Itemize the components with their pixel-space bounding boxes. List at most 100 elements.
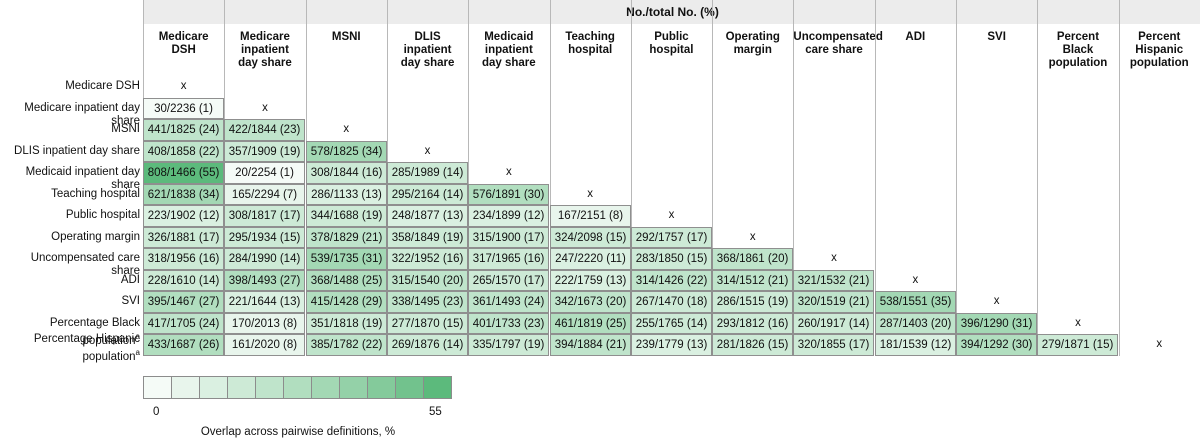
diagonal-mark: x	[1156, 338, 1163, 350]
legend-swatch	[171, 376, 200, 399]
heatmap-cell: 351/1818 (19)	[306, 312, 387, 334]
row-label-text: Percentage Hispanic population	[33, 333, 140, 363]
column-divider	[550, 0, 551, 356]
heatmap-cell: 265/1570 (17)	[468, 269, 549, 291]
row-label-text: Percentage Black population	[49, 316, 140, 347]
footnote-marker: a	[135, 348, 140, 357]
diagonal-mark: x	[912, 273, 919, 286]
heatmap-cell: 287/1403 (20)	[875, 312, 956, 334]
heatmap-cell: 165/2294 (7)	[224, 183, 305, 205]
diagonal-mark: x	[993, 295, 1000, 307]
diagonal-mark: x	[831, 252, 837, 264]
legend-swatch	[255, 376, 284, 399]
column-header: Uncompensated care share	[793, 31, 883, 56]
row-label: Teaching hospital	[0, 188, 140, 201]
row-label: Medicare DSH	[0, 80, 140, 93]
heatmap-cell: 239/1779 (13)	[631, 334, 712, 356]
row-label-text: Operating margin	[51, 230, 140, 243]
row-label-text: Medicare DSH	[65, 80, 140, 92]
heatmap-cell: 394/1292 (30)	[956, 334, 1037, 356]
heatmap-cell: 247/2220 (11)	[550, 248, 631, 270]
column-header: MSNI	[331, 31, 361, 43]
heatmap-cell: 394/1884 (21)	[550, 334, 631, 356]
heatmap-cell: 358/1849 (19)	[387, 226, 468, 248]
heatmap-cell: 368/1861 (20)	[712, 248, 793, 270]
heatmap-cell: 314/1512 (21)	[712, 269, 793, 291]
row-label-text: Medicare inpatient day share	[24, 101, 140, 127]
column-header: Operating margin	[725, 31, 780, 56]
heatmap-cell: 292/1757 (17)	[631, 226, 712, 248]
heatmap-cell: 286/1515 (19)	[712, 291, 793, 313]
diagonal-mark: x	[587, 187, 594, 200]
row-label-text: DLIS inpatient day share	[14, 144, 140, 157]
row-label-text: ADI	[120, 273, 140, 286]
diagonal-mark: x	[749, 230, 756, 243]
heatmap-cell: 368/1488 (25)	[306, 269, 387, 291]
legend-swatch	[283, 376, 312, 399]
heatmap-cell: 315/1540 (20)	[387, 269, 468, 291]
row-label: SVI	[0, 295, 140, 308]
column-divider	[956, 0, 957, 356]
footnote-marker: a	[135, 331, 140, 341]
diagonal-mark: x	[505, 166, 512, 178]
heatmap-cell: 20/2254 (1)	[224, 162, 305, 184]
heatmap-cell: 295/2164 (14)	[387, 183, 468, 205]
column-divider	[631, 0, 632, 356]
heatmap-cell: 808/1466 (55)	[143, 162, 224, 184]
heatmap-cell: 30/2236 (1)	[143, 97, 224, 119]
legend-title: Overlap across pairwise definitions, %	[200, 426, 396, 438]
heatmap-cell: 344/1688 (19)	[306, 205, 387, 227]
row-label: ADI	[0, 274, 140, 287]
row-label: Public hospital	[0, 209, 140, 222]
heatmap-cell: 621/1838 (34)	[143, 183, 224, 205]
heatmap-cell: 222/1759 (13)	[550, 269, 631, 291]
heatmap-cell: 401/1733 (23)	[468, 312, 549, 334]
heatmap-cell: 357/1909 (19)	[224, 140, 305, 162]
diagonal-mark: x	[424, 144, 431, 157]
column-divider	[712, 0, 713, 356]
heatmap-cell: 320/1855 (17)	[793, 334, 874, 356]
row-label-text: MSNI	[111, 123, 140, 135]
legend-swatch	[339, 376, 368, 399]
row-label: MSNI	[0, 123, 140, 136]
heatmap-cell: 223/1902 (12)	[143, 205, 224, 227]
heatmap-cell: 317/1965 (16)	[468, 248, 549, 270]
heatmap-cell: 321/1532 (21)	[793, 269, 874, 291]
heatmap-cell: 269/1876 (14)	[387, 334, 468, 356]
heatmap-cell: 318/1956 (16)	[143, 248, 224, 270]
heatmap-cell: 539/1735 (31)	[306, 248, 387, 270]
heatmap-cell: 441/1825 (24)	[143, 119, 224, 141]
heatmap-cell: 576/1891 (30)	[468, 183, 549, 205]
heatmap-cell: 248/1877 (13)	[387, 205, 468, 227]
column-header: Teaching hospital	[565, 31, 615, 56]
column-header: DLIS inpatient day share	[400, 31, 455, 69]
legend-max-label: 55	[429, 406, 442, 418]
column-header: Public hospital	[649, 31, 694, 56]
row-label: Operating margin	[0, 231, 140, 244]
heatmap-cell: 260/1917 (14)	[793, 312, 874, 334]
heatmap-cell: 538/1551 (35)	[875, 291, 956, 313]
heatmap-cell: 326/1881 (17)	[143, 226, 224, 248]
heatmap-cell: 315/1900 (17)	[468, 226, 549, 248]
legend-swatch	[227, 376, 256, 399]
heatmap-cell: 221/1644 (13)	[224, 291, 305, 313]
heatmap-cell: 417/1705 (24)	[143, 312, 224, 334]
heatmap-cell: 461/1819 (25)	[550, 312, 631, 334]
column-divider	[793, 0, 794, 356]
heatmap-cell: 181/1539 (12)	[875, 334, 956, 356]
heatmap-cell: 281/1826 (15)	[712, 334, 793, 356]
row-label-text: Medicaid inpatient day share	[25, 166, 140, 191]
heatmap-cell: 361/1493 (24)	[468, 291, 549, 313]
column-header: ADI	[905, 31, 926, 43]
row-label: Uncompensated care share	[0, 252, 140, 278]
heatmap-cell: 322/1952 (16)	[387, 248, 468, 270]
heatmap-cell: 295/1934 (15)	[224, 226, 305, 248]
heatmap-cell: 170/2013 (8)	[224, 312, 305, 334]
column-divider	[875, 0, 876, 356]
column-header: Percent Black population	[1048, 31, 1108, 69]
heatmap-cell: 308/1817 (17)	[224, 205, 305, 227]
heatmap-cell: 286/1133 (13)	[306, 183, 387, 205]
heatmap-cell: 320/1519 (21)	[793, 291, 874, 313]
heatmap-cell: 285/1989 (14)	[387, 162, 468, 184]
row-label-text: SVI	[121, 295, 140, 307]
